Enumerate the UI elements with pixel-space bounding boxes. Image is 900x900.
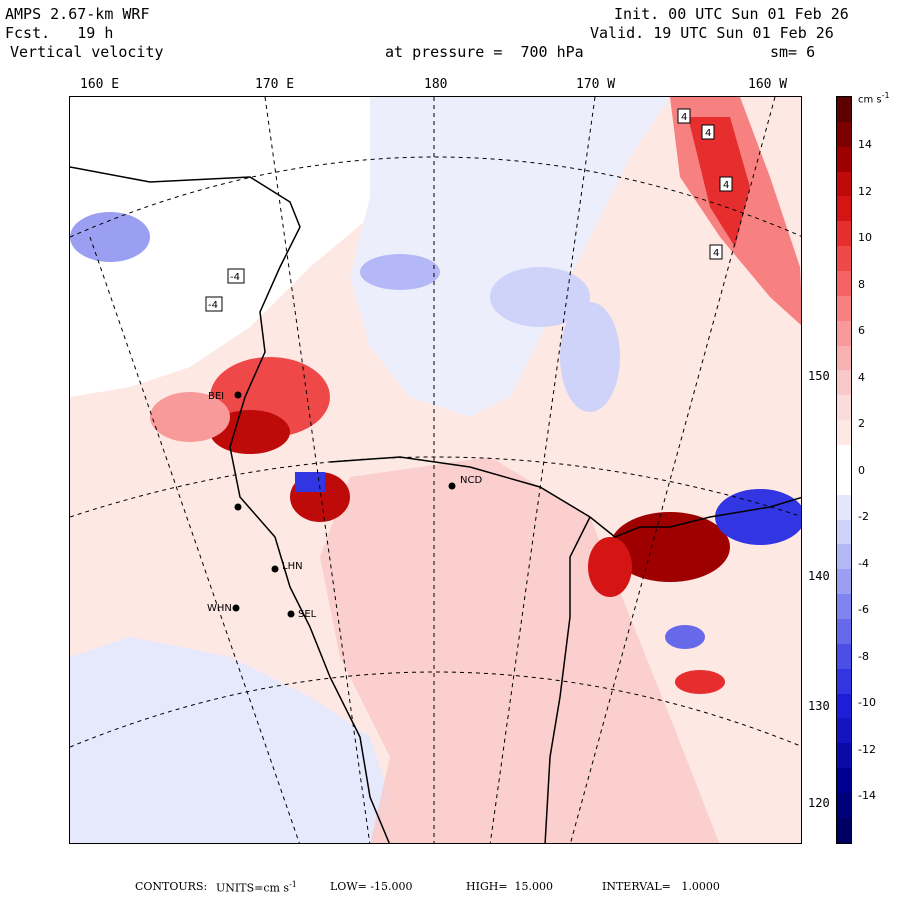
colorbar-tick-label: -6 <box>858 603 869 616</box>
colorbar-tick-label: 8 <box>858 277 865 291</box>
colorbar-segment <box>837 768 851 794</box>
region-ascent-plateau <box>320 457 720 843</box>
colorbar-segment <box>837 469 851 495</box>
region-weak-descent-southwest <box>70 637 390 843</box>
init-time: Init. 00 UTC Sun 01 Feb 26 <box>614 5 849 23</box>
colorbar-tick-label: 2 <box>858 417 865 430</box>
blue-cluster-east-2 <box>665 625 705 649</box>
colorbar-segment <box>837 146 851 172</box>
lon-label-180: 180 <box>424 77 448 92</box>
red-cluster-east-2 <box>588 537 632 597</box>
colorbar-segment <box>837 619 851 644</box>
colorbar-segment <box>837 97 851 122</box>
colorbar-segment <box>837 221 851 247</box>
contour-label-6: -4 <box>208 300 218 311</box>
site-label-lhn: LHN <box>282 561 303 572</box>
colorbar-tick-label: -8 <box>858 649 869 663</box>
colorbar-tick-label: 6 <box>858 324 865 337</box>
colorbar-tick-label: 10 <box>858 231 872 244</box>
blue-patch-1 <box>70 212 150 262</box>
colorbar-segment <box>837 370 851 396</box>
site-label-whn: WHN <box>207 603 232 614</box>
contour-label-3: 4 <box>723 180 729 191</box>
contour-label-4: 4 <box>713 248 719 259</box>
region-neutral-upper <box>70 97 410 397</box>
footer-interval: INTERVAL= 1.0000 <box>602 880 720 893</box>
contour-label-1: 4 <box>681 112 687 123</box>
grounding-line <box>544 516 591 843</box>
colorbar-segment <box>837 544 851 570</box>
colorbar-segment <box>837 718 851 744</box>
red-cluster-east-3 <box>675 670 725 694</box>
region-weak-descent-north <box>350 97 670 417</box>
red-cluster-east <box>610 512 730 582</box>
colorbar-segment <box>837 569 851 595</box>
colorbar-tick-label: -12 <box>858 742 876 756</box>
colorbar-segment <box>837 196 851 222</box>
colorbar-segment <box>837 320 851 346</box>
colorbar-segment <box>837 494 851 520</box>
map-canvas: 4 4 4 4 -4 -4 BEI LHN WHN SEL NCD <box>70 97 801 843</box>
colorbar-tick-label: -4 <box>858 556 869 570</box>
region-ascent-core <box>688 117 750 247</box>
variable-name: Vertical velocity <box>10 43 164 61</box>
colorbar-segment <box>837 817 851 843</box>
colorbar-tick-label: 0 <box>858 463 865 477</box>
colorbar-tick-label: 4 <box>858 370 865 384</box>
map-panel: 4 4 4 4 -4 -4 BEI LHN WHN SEL NCD <box>69 96 802 844</box>
contour-label-5: -4 <box>230 272 240 283</box>
colorbar-segment <box>837 743 851 769</box>
colorbar-segment <box>837 594 851 620</box>
colorbar-segment <box>837 519 851 545</box>
colorbar-segment <box>837 295 851 321</box>
lon-label-170w: 170 W <box>576 77 616 92</box>
blue-cluster-east <box>715 489 801 545</box>
colorbar-segment <box>837 420 851 446</box>
colorbar-tick-label: 12 <box>858 184 872 198</box>
colorbar-segment <box>837 246 851 272</box>
colorbar-segment <box>837 445 851 470</box>
colorbar-tick-label: -14 <box>858 789 876 802</box>
colorbar-segment <box>837 395 851 421</box>
colorbar-segment <box>837 271 851 296</box>
model-title: AMPS 2.67-km WRF <box>5 5 150 23</box>
footer-units: UNITS=cm s-1 <box>216 880 297 895</box>
lon-label-170e: 170 E <box>255 77 295 92</box>
footer-contours: CONTOURS: <box>135 880 208 893</box>
lat-label-120w: 120 W <box>808 796 845 810</box>
colorbar-segment <box>837 171 851 197</box>
smoothing-value: sm= 6 <box>770 43 816 61</box>
colorbar-tick-label: -2 <box>858 510 869 523</box>
station-markers <box>232 391 456 618</box>
colorbar-tick-label: -10 <box>858 696 876 709</box>
blue-cell-strong <box>295 472 325 492</box>
colorbar-segment <box>837 643 851 669</box>
colorbar-segment <box>837 693 851 719</box>
site-label-sel: SEL <box>298 609 317 620</box>
colorbar-segment <box>837 668 851 694</box>
colorbar-segment <box>837 793 851 818</box>
site-label-ncd: NCD <box>460 475 482 486</box>
footer-low: LOW= -15.000 <box>330 880 413 893</box>
forecast-hour: Fcst. 19 h <box>5 24 114 42</box>
blue-patch-4 <box>560 302 620 412</box>
valid-time: Valid. 19 UTC Sun 01 Feb 26 <box>590 24 834 42</box>
colorbar-segment <box>837 121 851 147</box>
red-cluster-2 <box>210 410 290 454</box>
colorbar-segment <box>837 345 851 371</box>
blue-patch-2 <box>360 254 440 290</box>
red-cluster-3 <box>150 392 230 442</box>
pressure-level: at pressure = 700 hPa <box>385 43 584 61</box>
ice-shelf-front <box>329 456 801 538</box>
contour-label-2: 4 <box>705 128 711 139</box>
lon-label-160w: 160 W <box>748 77 788 92</box>
coastline-west <box>70 166 390 843</box>
footer-high: HIGH= 15.000 <box>466 880 554 893</box>
colorbar <box>836 96 852 844</box>
graticule <box>70 97 801 843</box>
lon-label-160e: 160 E <box>80 77 120 92</box>
colorbar-units: cm s-1 <box>858 91 890 106</box>
colorbar-tick-label: 14 <box>858 138 872 151</box>
site-label-bei: BEI <box>208 391 224 402</box>
